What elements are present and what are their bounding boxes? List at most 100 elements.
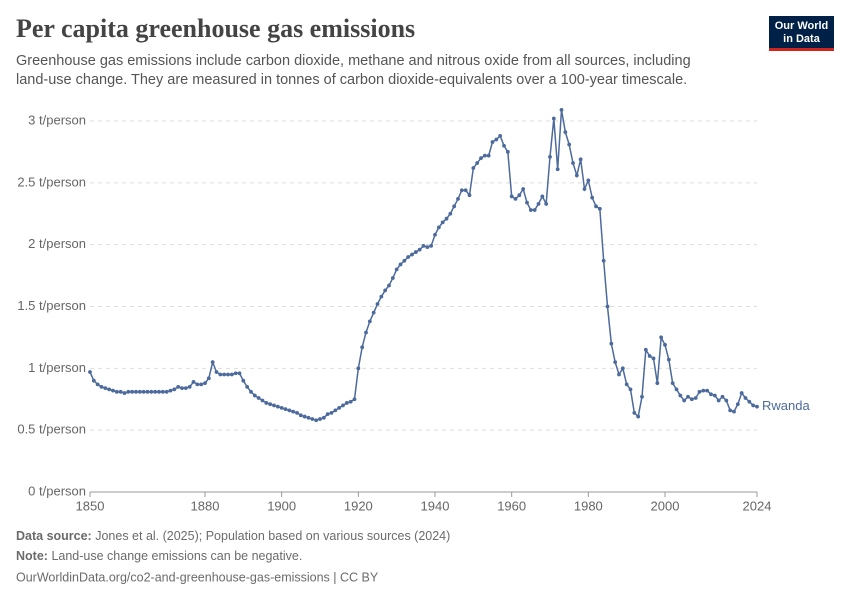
- data-point: [682, 398, 687, 403]
- data-point: [659, 335, 664, 340]
- data-point: [111, 388, 115, 393]
- data-point: [321, 415, 326, 420]
- data-point: [651, 356, 656, 361]
- data-point: [187, 384, 192, 389]
- data-point: [482, 153, 487, 158]
- data-point: [586, 178, 591, 183]
- data-point: [394, 267, 399, 272]
- data-point: [287, 408, 292, 413]
- data-point: [249, 389, 253, 394]
- data-point: [705, 388, 710, 393]
- data-point: [647, 354, 652, 358]
- data-point: [643, 347, 648, 352]
- data-point: [636, 414, 641, 419]
- data-point: [571, 161, 575, 165]
- data-point: [337, 406, 342, 410]
- data-point: [505, 150, 510, 154]
- data-point: [283, 407, 288, 412]
- data-point: [597, 206, 602, 211]
- data-point: [429, 244, 434, 248]
- data-point: [743, 396, 748, 400]
- data-point: [735, 402, 740, 407]
- data-point: [180, 386, 184, 391]
- x-tick-label: 1900: [267, 498, 296, 513]
- data-point: [260, 398, 265, 403]
- data-point: [298, 413, 303, 418]
- x-tick-label: 1850: [76, 498, 105, 513]
- x-tick-label: 1980: [574, 498, 603, 513]
- data-point: [107, 387, 112, 392]
- data-point: [272, 403, 276, 408]
- y-tick-label: 1 t/person: [28, 360, 86, 375]
- data-point: [459, 188, 464, 193]
- data-point: [724, 398, 729, 403]
- data-point: [666, 357, 671, 362]
- data-point: [360, 345, 365, 350]
- data-point: [755, 404, 759, 409]
- data-point: [387, 283, 391, 288]
- data-point: [448, 211, 453, 216]
- data-point: [663, 342, 667, 347]
- data-point: [594, 204, 598, 209]
- data-point: [605, 304, 610, 309]
- data-point: [425, 245, 430, 250]
- data-point: [732, 409, 736, 414]
- data-point: [678, 393, 683, 398]
- y-tick-label: 0.5 t/person: [17, 422, 86, 437]
- data-point: [701, 388, 706, 393]
- data-point: [578, 157, 583, 162]
- data-point: [540, 194, 545, 199]
- data-point: [383, 288, 388, 293]
- logo[interactable]: Our World in Data: [769, 16, 834, 51]
- data-point: [436, 225, 441, 230]
- x-tick-label: 1960: [497, 498, 526, 513]
- data-point: [367, 319, 372, 324]
- data-point: [237, 371, 242, 376]
- data-point: [229, 372, 234, 377]
- data-point: [310, 417, 315, 421]
- data-point: [122, 391, 127, 395]
- source-text: Jones et al. (2025); Population based on…: [95, 529, 450, 543]
- series-line: [89, 109, 758, 422]
- y-tick-label: 3 t/person: [28, 112, 86, 127]
- source-label: Data source:: [16, 529, 92, 543]
- data-point: [318, 417, 322, 421]
- data-point: [398, 262, 403, 267]
- data-point: [532, 208, 537, 212]
- data-point: [521, 187, 526, 191]
- data-point: [548, 154, 552, 159]
- data-point: [674, 387, 679, 392]
- data-point: [191, 380, 196, 384]
- data-point: [264, 401, 269, 405]
- data-point: [168, 388, 173, 393]
- data-point: [632, 410, 637, 415]
- data-point: [693, 396, 698, 400]
- data-point: [475, 161, 480, 165]
- data-point: [513, 197, 518, 201]
- data-point: [433, 232, 437, 237]
- data-point: [241, 378, 246, 383]
- data-point: [210, 360, 215, 365]
- data-point: [214, 370, 219, 374]
- data-point: [137, 389, 142, 394]
- data-point: [720, 394, 725, 399]
- chart-title: Per capita greenhouse gas emissions: [16, 14, 415, 43]
- data-point: [371, 310, 376, 315]
- footer-source: Data source: Jones et al. (2025); Popula…: [16, 529, 450, 543]
- data-point: [268, 402, 273, 407]
- y-tick-label: 2 t/person: [28, 236, 86, 251]
- data-point: [306, 415, 311, 420]
- data-point: [375, 302, 380, 306]
- data-point: [601, 258, 606, 263]
- data-point: [103, 386, 108, 391]
- data-point: [134, 389, 138, 394]
- data-point: [709, 392, 713, 397]
- data-point: [417, 247, 422, 252]
- footer-url[interactable]: OurWorldinData.org/co2-and-greenhouse-ga…: [16, 570, 379, 584]
- data-point: [739, 391, 744, 395]
- data-point: [609, 341, 614, 346]
- data-point: [344, 401, 349, 405]
- data-point: [498, 133, 503, 138]
- data-point: [640, 394, 644, 399]
- y-tick-label: 0 t/person: [28, 483, 86, 498]
